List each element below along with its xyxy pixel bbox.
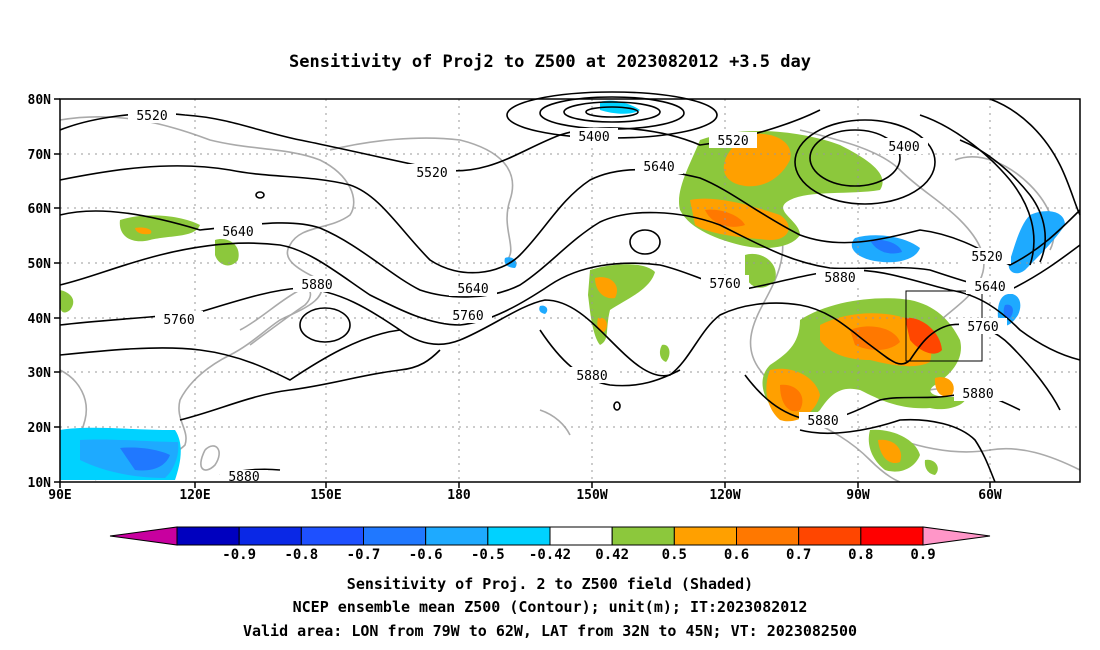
lat-label: 20N	[28, 421, 52, 436]
latitude-labels: 80N 70N 60N 50N 40N 30N 20N 10N	[28, 93, 52, 491]
lon-label: 60W	[978, 488, 1002, 503]
contour-label: 5760	[452, 309, 483, 324]
contour-label: 5400	[888, 140, 919, 155]
colorbar-box	[860, 526, 924, 546]
contour-label: 5520	[717, 134, 748, 149]
lon-label: 90W	[846, 488, 870, 503]
lon-label: 120E	[179, 488, 210, 503]
colorbar-box	[238, 526, 302, 546]
lon-label: 150W	[576, 488, 607, 503]
colorbar-tick-label: 0.42	[595, 547, 629, 563]
colorbar-box	[363, 526, 427, 546]
contour-label: 5520	[971, 250, 1002, 265]
colorbar-box	[176, 526, 240, 546]
colorbar-box	[673, 526, 737, 546]
contour-label: 5880	[807, 414, 838, 429]
contour-label: 5520	[416, 166, 447, 181]
contour-label: 5400	[578, 130, 609, 145]
caption-line-3: Valid area: LON from 79W to 62W, LAT fro…	[243, 622, 857, 640]
colorbar-tick-label: -0.6	[409, 547, 443, 563]
contour-label: 5880	[962, 387, 993, 402]
longitude-labels: 90E 120E 150E 180 150W 120W 90W 60W	[48, 488, 1002, 503]
contour-label: 5760	[709, 277, 740, 292]
lon-label: 90E	[48, 488, 71, 503]
colorbar-box	[425, 526, 489, 546]
lon-label: 150E	[310, 488, 341, 503]
colorbar-box	[798, 526, 862, 546]
colorbar-tick-label: -0.8	[284, 547, 318, 563]
lat-label: 40N	[28, 312, 52, 327]
lat-label: 50N	[28, 257, 52, 272]
colorbar-tick-label: 0.7	[786, 547, 811, 563]
map-title: Sensitivity of Proj2 to Z500 at 20230820…	[289, 52, 811, 72]
colorbar-box	[487, 526, 551, 546]
colorbar	[109, 526, 991, 546]
colorbar-tick-label: -0.7	[347, 547, 381, 563]
contour-label: 5760	[163, 313, 194, 328]
colorbar-tick-label: 0.9	[910, 547, 935, 563]
contour-label: 5640	[222, 225, 253, 240]
contour-label: 5880	[301, 278, 332, 293]
contour-label: 5640	[643, 160, 674, 175]
lat-label: 60N	[28, 202, 52, 217]
colorbar-min-arrow	[109, 526, 178, 546]
contour-labels: 5520 5400 5520 5520 5640 5400 5640 5880 …	[128, 107, 1014, 485]
contour-label: 5880	[576, 369, 607, 384]
contour-label: 5880	[824, 271, 855, 286]
colorbar-tick-label: -0.42	[529, 547, 571, 563]
colorbar-tick-label: -0.5	[471, 547, 505, 563]
colorbar-tick-label: 0.8	[848, 547, 873, 563]
contour-label: 5640	[974, 280, 1005, 295]
lat-label: 30N	[28, 366, 52, 381]
colorbar-box	[736, 526, 800, 546]
lat-label: 10N	[28, 476, 52, 491]
axis-ticks	[54, 98, 991, 488]
caption-line-1: Sensitivity of Proj. 2 to Z500 field (Sh…	[347, 575, 753, 593]
colorbar-max-arrow	[922, 526, 991, 546]
caption-line-2: NCEP ensemble mean Z500 (Contour); unit(…	[293, 598, 808, 616]
map-panel: 5520 5400 5520 5520 5640 5400 5640 5880 …	[59, 91, 1081, 485]
colorbar-box	[611, 526, 675, 546]
contour-label: 5640	[457, 282, 488, 297]
colorbar-box	[549, 526, 613, 546]
colorbar-box	[300, 526, 365, 546]
lat-label: 80N	[28, 93, 52, 108]
colorbar-labels: -0.9 -0.8 -0.7 -0.6 -0.5 -0.42 0.42 0.5 0.6 0.7 0.…	[222, 547, 935, 563]
graticule	[60, 99, 1080, 482]
colorbar-tick-label: 0.6	[724, 547, 749, 563]
lon-label: 120W	[709, 488, 740, 503]
sensitivity-shading	[60, 100, 1065, 480]
lat-label: 70N	[28, 148, 52, 163]
colorbar-tick-label: 0.5	[662, 547, 687, 563]
contour-label: 5520	[136, 109, 167, 124]
colorbar-tick-label: -0.9	[222, 547, 256, 563]
contour-label: 5760	[967, 320, 998, 335]
lon-label: 180	[447, 488, 471, 503]
